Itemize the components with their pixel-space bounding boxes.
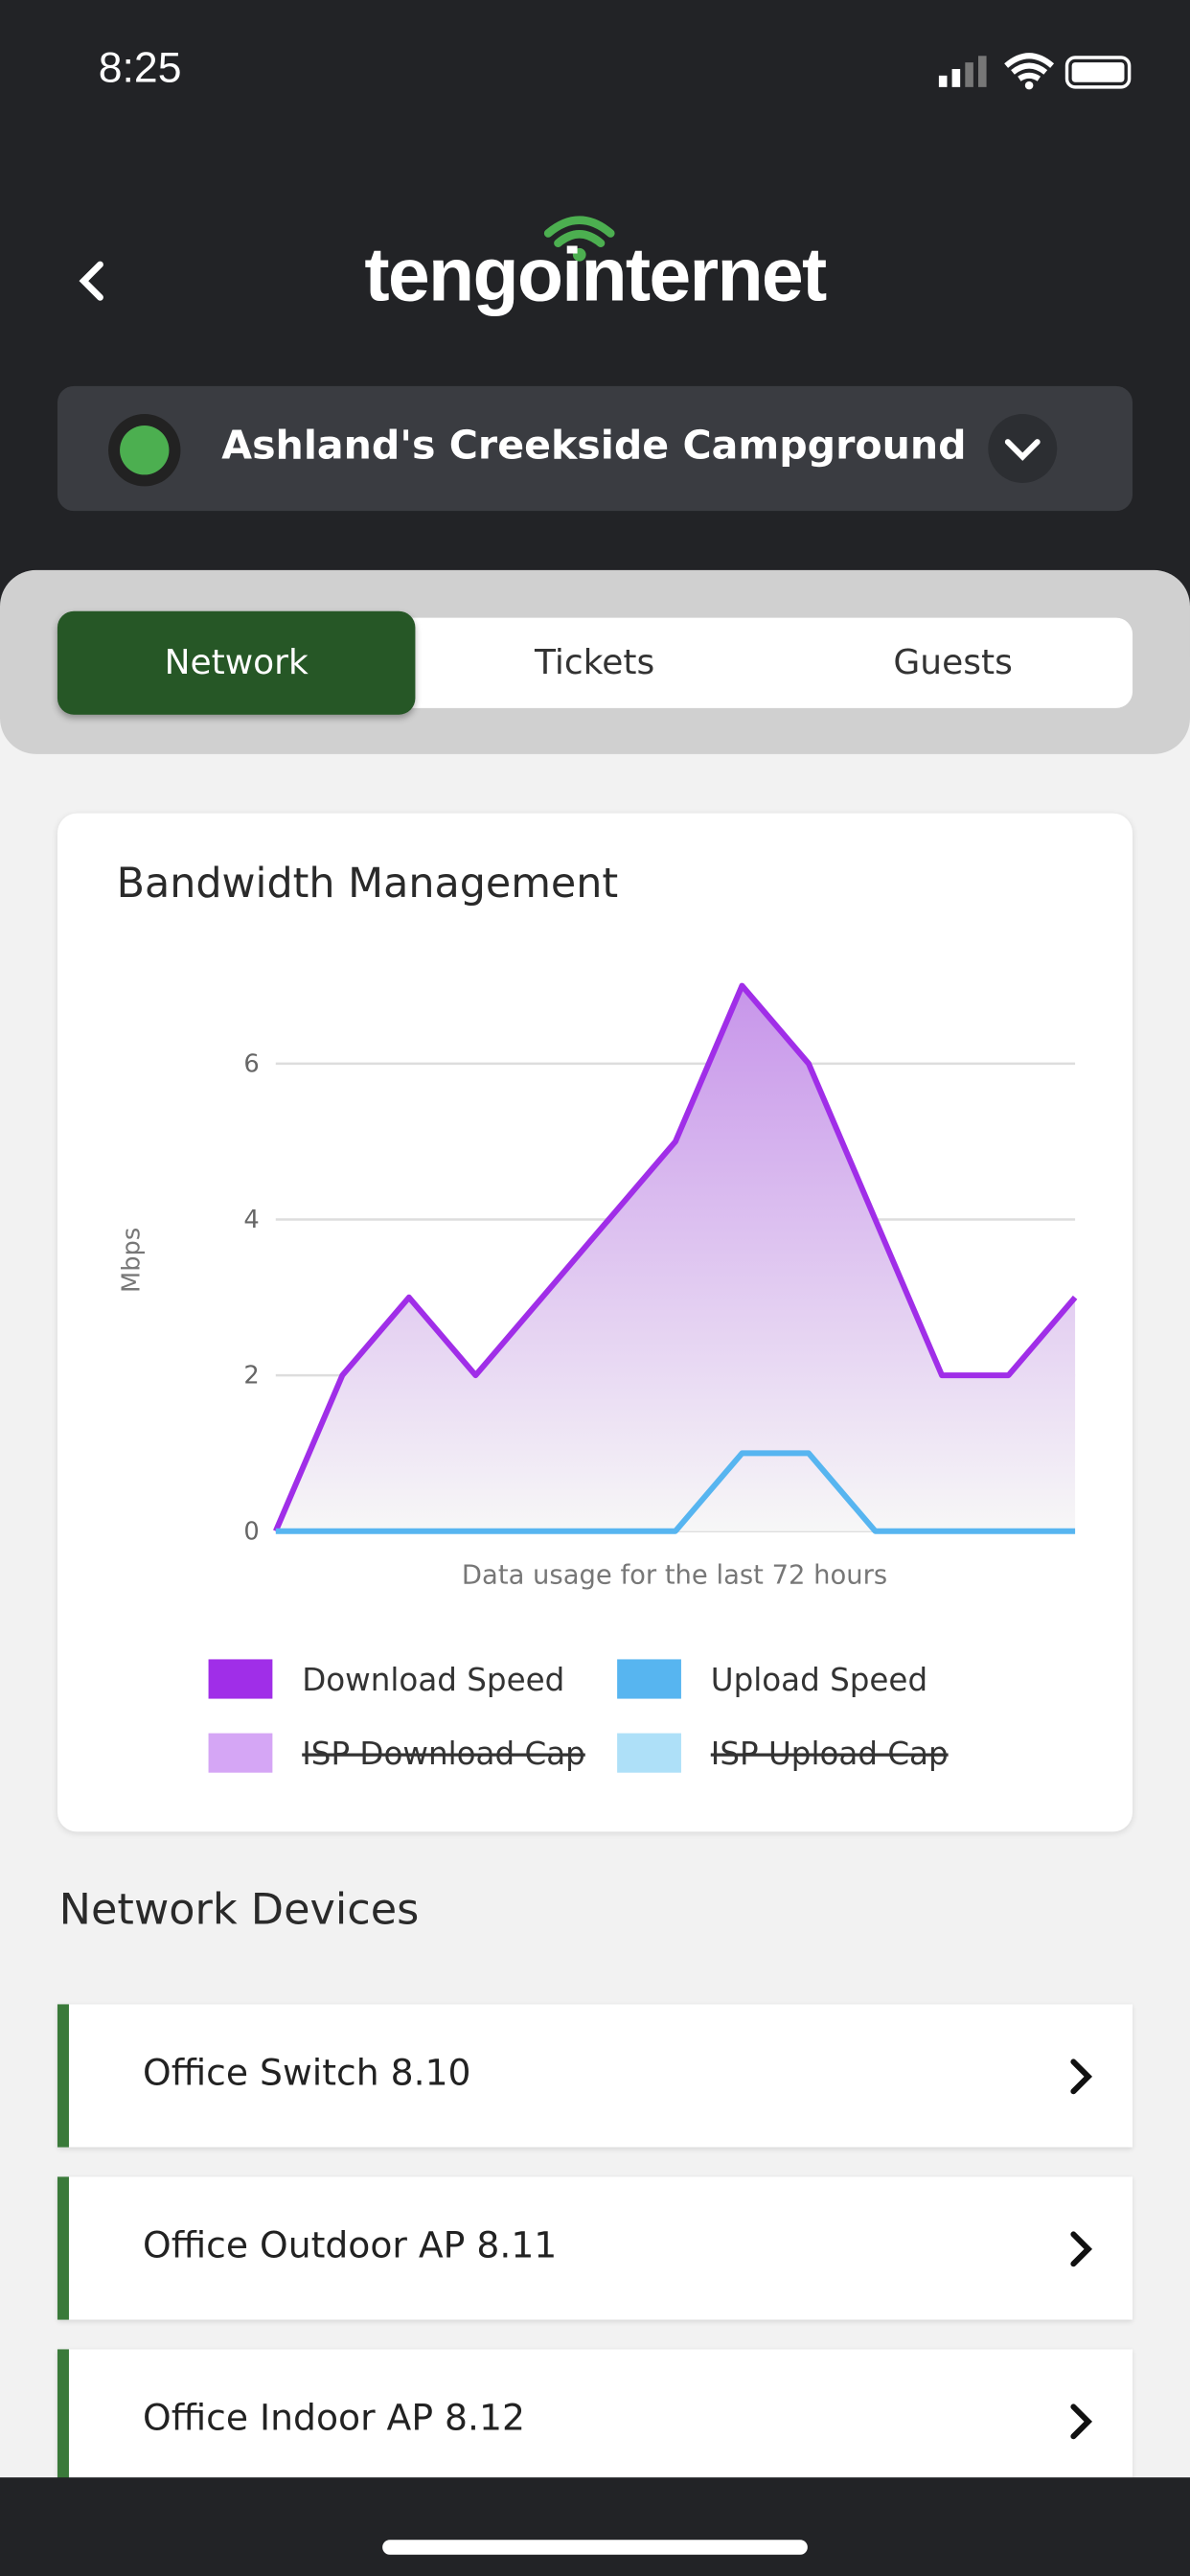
device-row[interactable]: Office Indoor AP 8.12	[57, 2349, 1133, 2493]
legend-swatch	[617, 1733, 681, 1773]
dropdown-icon	[988, 414, 1058, 484]
legend-label[interactable]: Upload Speed	[711, 1662, 927, 1698]
device-row[interactable]: Office Outdoor AP 8.11	[57, 2176, 1133, 2320]
line	[275, 1450, 1076, 1534]
chevron	[1070, 2404, 1093, 2440]
status-time: 8:25	[98, 42, 182, 93]
y-tick-label: 4	[243, 1206, 259, 1234]
header: 8:25 tengointernet Ashland's Creekside C…	[0, 0, 1190, 657]
chart-title: Bandwidth Management	[117, 860, 619, 908]
y-tick-label: 0	[243, 1517, 259, 1546]
chevron	[1070, 2058, 1093, 2095]
logo-wifi	[543, 216, 615, 262]
site-selector[interactable]: Ashland's Creekside Campground	[57, 385, 1133, 512]
legend-label[interactable]: ISP Upload Cap	[711, 1736, 949, 1772]
legend-swatch	[617, 1659, 681, 1699]
legend-label[interactable]: ISP Download Cap	[302, 1736, 585, 1772]
home-indicator	[382, 2540, 808, 2555]
chart: Bandwidth Management Mbps Data usage for…	[117, 860, 1078, 1773]
device-row[interactable]: Office Switch 8.10	[57, 2004, 1133, 2148]
y-axis-label: Mbps	[118, 1228, 147, 1293]
status-dot	[108, 414, 181, 487]
y-tick-label: 6	[243, 1049, 259, 1078]
area	[275, 985, 1076, 1531]
device-name: Office Outdoor AP 8.11	[143, 2225, 558, 2267]
tab-bar: Network Tickets Guests	[57, 610, 1133, 715]
logo: tengointernet	[364, 231, 827, 317]
section-title: Network Devices	[58, 1886, 420, 1936]
y-tick-label: 2	[243, 1362, 259, 1391]
chart-card: Bandwidth Management Mbps Data usage for…	[57, 813, 1133, 1832]
tab[interactable]: Guests	[893, 642, 1013, 682]
x-axis-label: Data usage for the last 72 hours	[462, 1561, 887, 1591]
line	[273, 982, 1078, 1532]
legend-label[interactable]: Download Speed	[302, 1662, 564, 1698]
device-name: Office Indoor AP 8.12	[143, 2398, 525, 2440]
tab[interactable]: Tickets	[535, 642, 655, 682]
legend-swatch	[208, 1659, 273, 1699]
tab[interactable]: Network	[57, 610, 416, 715]
site-name: Ashland's Creekside Campground	[221, 422, 967, 469]
legend-swatch	[208, 1733, 273, 1773]
back-button[interactable]	[74, 258, 113, 304]
status-icons	[938, 53, 1132, 90]
chevron	[1070, 2231, 1093, 2267]
device-name: Office Switch 8.10	[143, 2053, 471, 2095]
home-bar	[0, 2477, 1190, 2576]
